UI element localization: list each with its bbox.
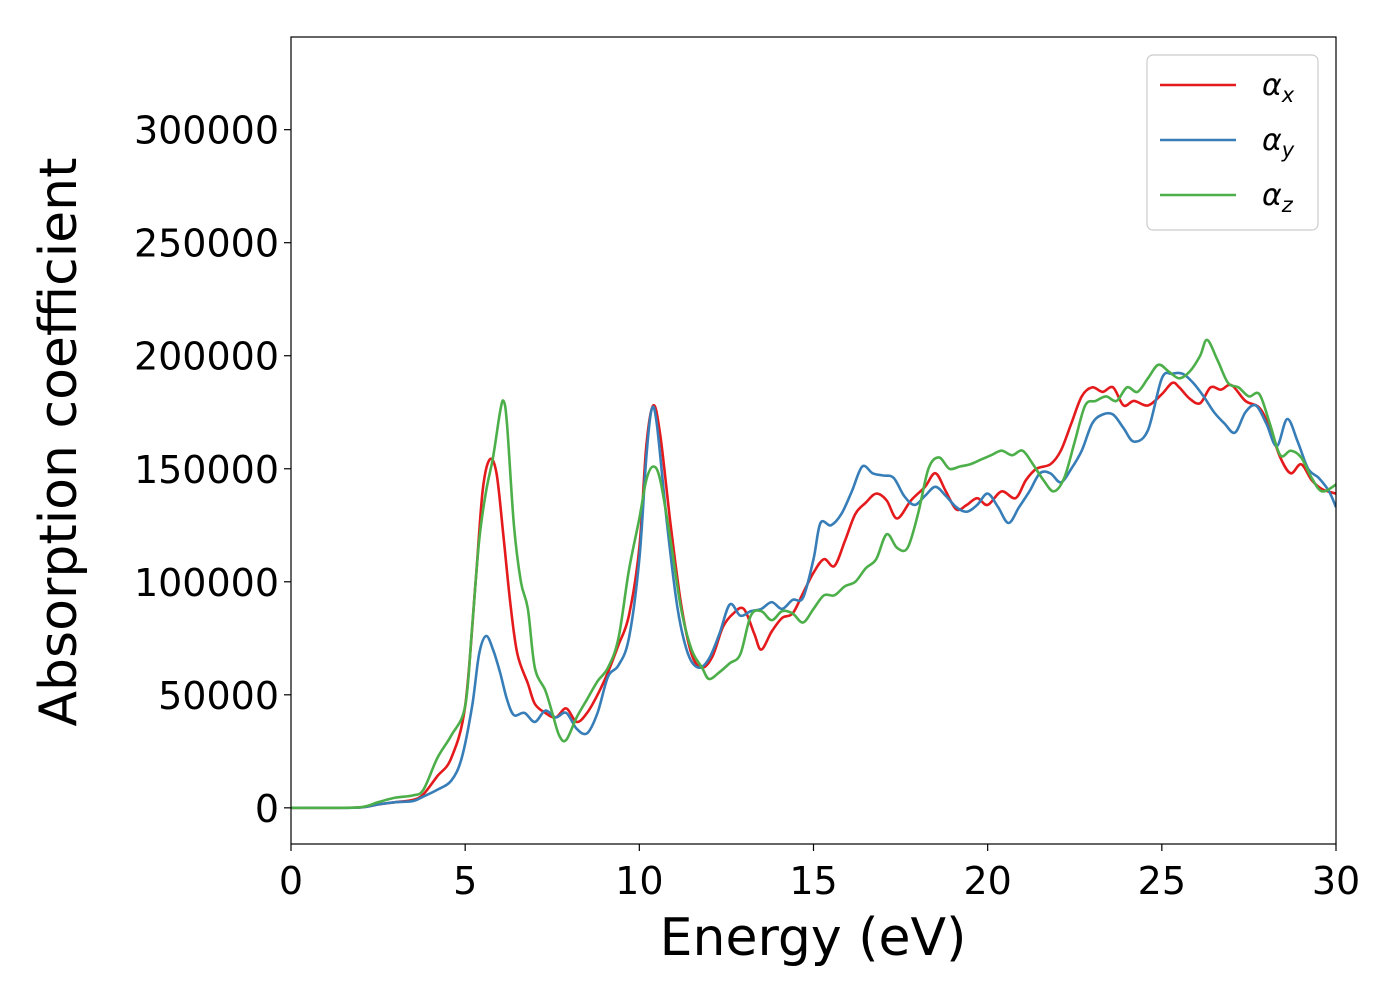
y-tick-label: 300000 bbox=[134, 109, 279, 153]
x-tick-label: 10 bbox=[615, 859, 663, 903]
y-axis-title: Absorption coefficient bbox=[29, 157, 89, 726]
legend-label-alpha-z: αz bbox=[1262, 178, 1294, 217]
series-line-alpha-x bbox=[291, 381, 1336, 810]
y-tick-label: 0 bbox=[255, 787, 279, 831]
y-axis-ticks: 0 50000 100000 150000 200000 250000 300000 bbox=[134, 109, 291, 831]
x-tick-label: 30 bbox=[1312, 859, 1360, 903]
y-tick-label: 250000 bbox=[134, 222, 279, 266]
legend-label-alpha-y: αy bbox=[1262, 123, 1295, 162]
y-tick-label: 50000 bbox=[158, 674, 279, 718]
legend-label-alpha-x: αx bbox=[1262, 68, 1295, 107]
x-axis-ticks: 0 5 10 15 20 25 30 bbox=[279, 844, 1360, 903]
series-layer bbox=[291, 338, 1336, 810]
x-tick-label: 0 bbox=[279, 859, 303, 903]
legend-box bbox=[1146, 54, 1319, 231]
x-axis-title: Energy (eV) bbox=[660, 908, 967, 968]
y-tick-label: 200000 bbox=[134, 335, 279, 379]
y-tick-label: 150000 bbox=[134, 448, 279, 492]
x-tick-label: 20 bbox=[963, 859, 1011, 903]
legend: αx αy αz bbox=[1146, 54, 1319, 231]
x-tick-label: 5 bbox=[453, 859, 477, 903]
x-tick-label: 15 bbox=[789, 859, 837, 903]
y-tick-label: 100000 bbox=[134, 561, 279, 605]
x-tick-label: 25 bbox=[1138, 859, 1186, 903]
series-line-alpha-z bbox=[291, 338, 1336, 810]
